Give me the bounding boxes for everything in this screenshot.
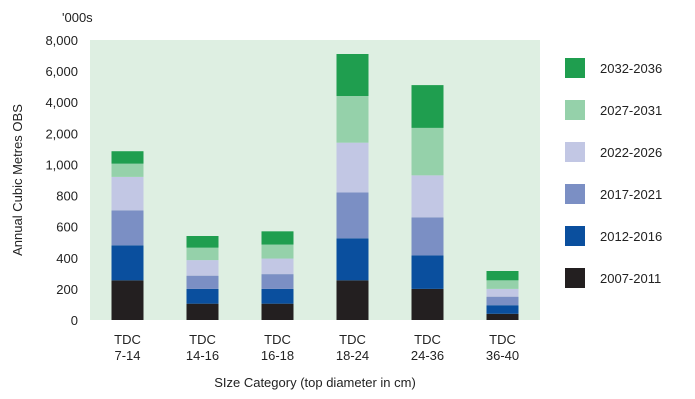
bar-segment	[486, 271, 519, 281]
y-tick-label: 0	[71, 313, 78, 328]
y-tick-label: 800	[56, 189, 78, 204]
bar-segment	[336, 142, 369, 193]
x-tick-label: 24-36	[411, 348, 444, 363]
bar-segment	[411, 85, 444, 128]
x-tick-label: 14-16	[186, 348, 219, 363]
y-tick-label: 600	[56, 220, 78, 235]
y-tick-label: 8,000	[45, 33, 78, 48]
bar-segment	[486, 305, 519, 314]
x-tick-label: TDC	[189, 332, 216, 347]
bar-segment	[186, 247, 219, 261]
y-tick-label: 200	[56, 282, 78, 297]
y-axis-label: Annual Cubic Metres OBS	[10, 104, 25, 256]
x-tick-label: TDC	[489, 332, 516, 347]
x-tick-label: TDC	[114, 332, 141, 347]
bar-segment	[411, 255, 444, 289]
legend-label: 2012-2016	[600, 229, 662, 244]
bar-segment	[336, 192, 369, 239]
x-axis-label: SIze Category (top diameter in cm)	[214, 375, 416, 390]
bars	[111, 54, 519, 320]
bar-segment	[111, 245, 144, 281]
y-tick-label: 6,000	[45, 64, 78, 79]
x-tick-label: 36-40	[486, 348, 519, 363]
bar-segment	[486, 296, 519, 306]
unit-note: '000s	[62, 10, 93, 25]
bar-segment	[336, 238, 369, 281]
bar-segment	[186, 303, 219, 320]
legend-swatch	[565, 58, 585, 78]
bar-segment	[261, 288, 294, 304]
y-tick-label: 4,000	[45, 95, 78, 110]
legend: 2032-2036 2027-2031 2022-2026 2017-2021 2012…	[565, 58, 662, 288]
bar-segment	[111, 176, 144, 211]
legend-label: 2027-2031	[600, 103, 662, 118]
legend-swatch	[565, 142, 585, 162]
y-tick-label: 400	[56, 251, 78, 266]
bar-segment	[261, 303, 294, 320]
bar-segment	[336, 54, 369, 96]
bar-segment	[186, 236, 219, 248]
bar-segment	[486, 288, 519, 297]
bar-segment	[261, 244, 294, 259]
legend-label: 2017-2021	[600, 187, 662, 202]
legend-swatch	[565, 268, 585, 288]
bar-segment	[411, 127, 444, 176]
x-tick-label: TDC	[339, 332, 366, 347]
legend-swatch	[565, 100, 585, 120]
y-tick-label: 1,000	[45, 157, 78, 172]
bar-segment	[336, 96, 369, 143]
bar-segment	[261, 231, 294, 245]
legend-swatch	[565, 184, 585, 204]
bar-segment	[486, 280, 519, 289]
x-tick-label: TDC	[264, 332, 291, 347]
bar-segment	[411, 217, 444, 256]
bar-segment	[111, 163, 144, 177]
legend-label: 2032-2036	[600, 61, 662, 76]
bar-segment	[186, 260, 219, 276]
legend-label: 2022-2026	[600, 145, 662, 160]
bar-segment	[111, 210, 144, 246]
bar-segment	[261, 274, 294, 289]
bar-segment	[411, 288, 444, 320]
x-tick-label: 16-18	[261, 348, 294, 363]
bar-segment	[186, 275, 219, 289]
bar-segment	[261, 258, 294, 275]
bar-segment	[111, 280, 144, 320]
bar-segment	[486, 313, 519, 320]
x-tick-label: TDC	[414, 332, 441, 347]
bar-segment	[336, 280, 369, 320]
bar-segment	[186, 288, 219, 304]
x-tick-label: 7-14	[114, 348, 140, 363]
plot-background	[90, 40, 540, 320]
x-axis: TDC7-14TDC14-16TDC16-18TDC18-24TDC24-36T…	[114, 332, 519, 363]
y-axis: 0 200 400 600 800 1,000 2,000 4,000 6,000 8,000	[45, 33, 78, 328]
x-tick-label: 18-24	[336, 348, 369, 363]
legend-label: 2007-2011	[600, 271, 661, 286]
y-tick-label: 2,000	[45, 126, 78, 141]
bar-segment	[111, 151, 144, 164]
bar-segment	[411, 175, 444, 218]
legend-swatch	[565, 226, 585, 246]
